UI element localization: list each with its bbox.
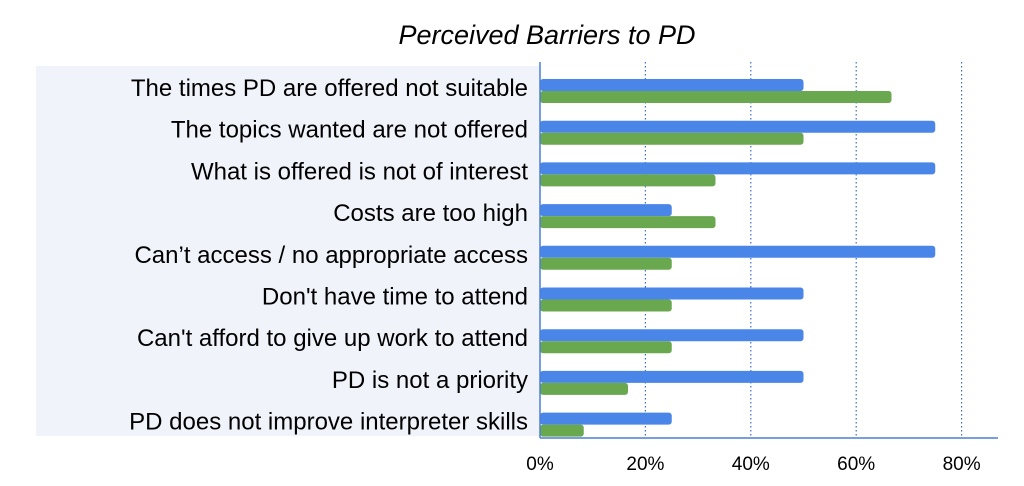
bar-2 (540, 382, 629, 395)
bars (540, 79, 936, 437)
x-tick-labels: 0% 20% 40% 60% 80% (526, 454, 980, 475)
bar-2 (540, 174, 716, 187)
x-tick-label: 80% (943, 454, 981, 475)
bar-1 (540, 79, 804, 91)
category-label: Can’t access / no appropriate access (134, 242, 528, 269)
category-label: Don't have time to attend (262, 284, 528, 311)
category-label: PD is not a priority (332, 367, 528, 394)
category-label: PD does not improve interpreter skills (129, 409, 528, 436)
axes (539, 62, 998, 439)
bar-1 (540, 287, 804, 300)
bar-1 (540, 370, 804, 383)
bar-1 (540, 120, 936, 133)
x-tick-label: 60% (837, 454, 875, 475)
x-tick-label: 20% (626, 454, 664, 475)
bar-1 (540, 412, 672, 425)
bar-1 (540, 204, 672, 217)
bar-2 (540, 132, 804, 145)
category-label: Can't afford to give up work to attend (137, 325, 528, 352)
bar-2 (540, 257, 672, 270)
bar-2 (540, 216, 716, 229)
bar-2 (540, 341, 672, 354)
bar-2 (540, 91, 892, 103)
category-label: The times PD are offered not suitable (131, 75, 528, 102)
x-tick-label: 40% (732, 454, 770, 475)
category-labels: The times PD are offered not suitable The… (129, 75, 528, 436)
bar-2 (540, 424, 584, 437)
category-label-panel (36, 66, 540, 436)
category-label: The topics wanted are not offered (171, 117, 528, 144)
x-tick-label: 0% (526, 454, 554, 475)
chart-title: Perceived Barriers to PD (398, 20, 695, 50)
category-label: Costs are too high (333, 200, 528, 227)
bar-1 (540, 162, 936, 175)
bar-1 (540, 245, 936, 258)
bar-1 (540, 329, 804, 342)
category-label: What is offered is not of interest (191, 158, 528, 185)
bar-2 (540, 299, 672, 312)
